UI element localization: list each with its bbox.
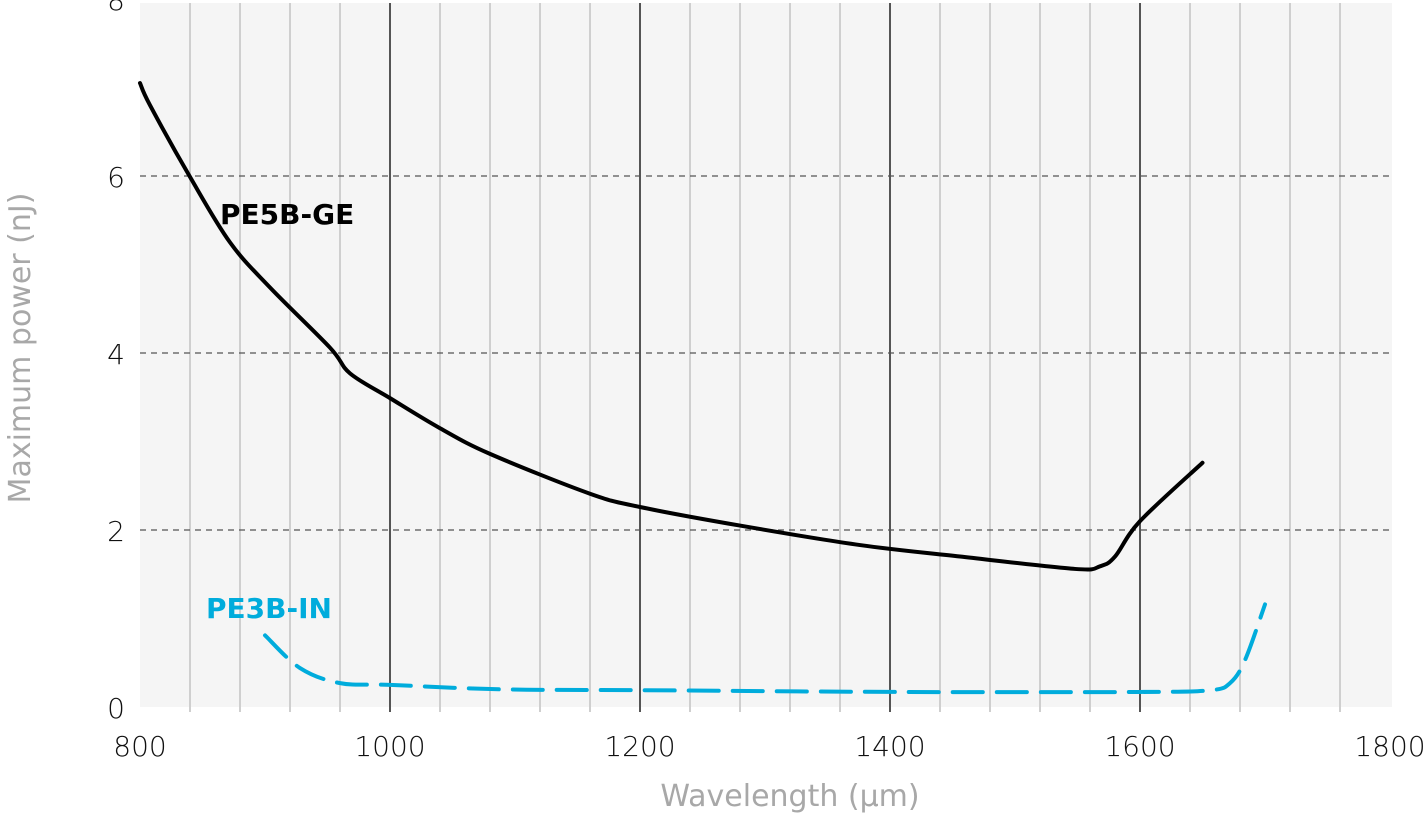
- grid: [140, 3, 1392, 712]
- y-tick-label: 4: [107, 338, 125, 371]
- x-tick-label: 1400: [854, 730, 925, 763]
- series-label-pe5b-ge: PE5B-GE: [220, 198, 354, 231]
- y-tick-label: 0: [107, 692, 125, 725]
- x-tick-label: 1600: [1104, 730, 1175, 763]
- y-tick-label: 2: [107, 515, 125, 548]
- y-tick-label: 8: [107, 0, 125, 17]
- x-tick-label: 1000: [354, 730, 425, 763]
- x-tick-label: 800: [113, 730, 166, 763]
- series-line-pe5b-ge: [138, 81, 1205, 572]
- y-tick-label: 6: [107, 161, 125, 194]
- plot-background: [140, 3, 1392, 707]
- series-label-pe3b-in: PE3B-IN: [206, 592, 332, 625]
- series-lines: [138, 81, 1267, 695]
- y-axis-label: Maximum power (nJ): [3, 193, 38, 504]
- x-axis-label: Wavelength (µm): [660, 779, 919, 814]
- tick-labels: 800 1000 1200 1400 1600 1800 0 2 4 6 8: [107, 0, 1425, 763]
- x-tick-label: 1800: [1354, 730, 1425, 763]
- series-line-pe3b-in: [263, 602, 1267, 695]
- x-tick-label: 1200: [604, 730, 675, 763]
